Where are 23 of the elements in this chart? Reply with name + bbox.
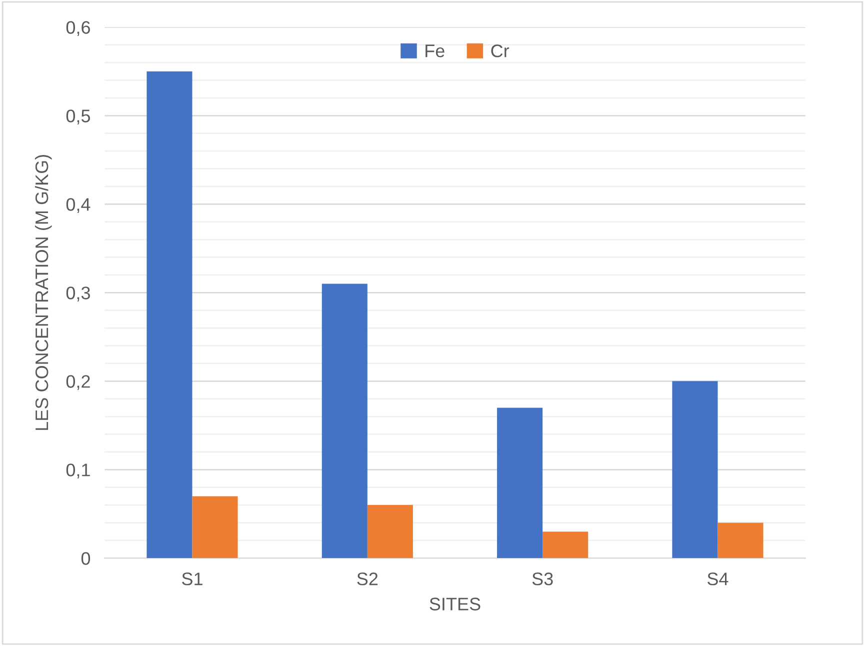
bar xyxy=(672,381,718,558)
legend-label: Cr xyxy=(491,44,510,58)
bar xyxy=(192,496,238,558)
x-axis-title: SITES xyxy=(430,598,480,610)
y-tick-label: 0,3 xyxy=(66,286,90,302)
y-tick-label: 0,4 xyxy=(66,198,90,213)
x-tick-label: S3 xyxy=(532,572,553,586)
x-tick-label: S4 xyxy=(708,572,728,586)
bar xyxy=(718,522,764,558)
y-axis-title: LES CONCENTRATION (M G/KG) xyxy=(34,154,52,430)
y-tick-label: 0 xyxy=(81,552,90,565)
x-tick-label: S1 xyxy=(182,572,202,586)
bar xyxy=(322,284,368,558)
bar xyxy=(542,532,588,558)
x-tick-label: S2 xyxy=(357,572,378,586)
legend-label: Fe xyxy=(426,44,444,58)
y-tick-label: 0,5 xyxy=(66,110,90,124)
y-tick-label: 0,1 xyxy=(66,464,90,478)
bar xyxy=(367,505,413,558)
y-tick-label: 0,6 xyxy=(66,21,90,36)
bar xyxy=(497,408,543,558)
y-tick-label: 0,2 xyxy=(66,375,90,390)
bar xyxy=(146,71,192,558)
